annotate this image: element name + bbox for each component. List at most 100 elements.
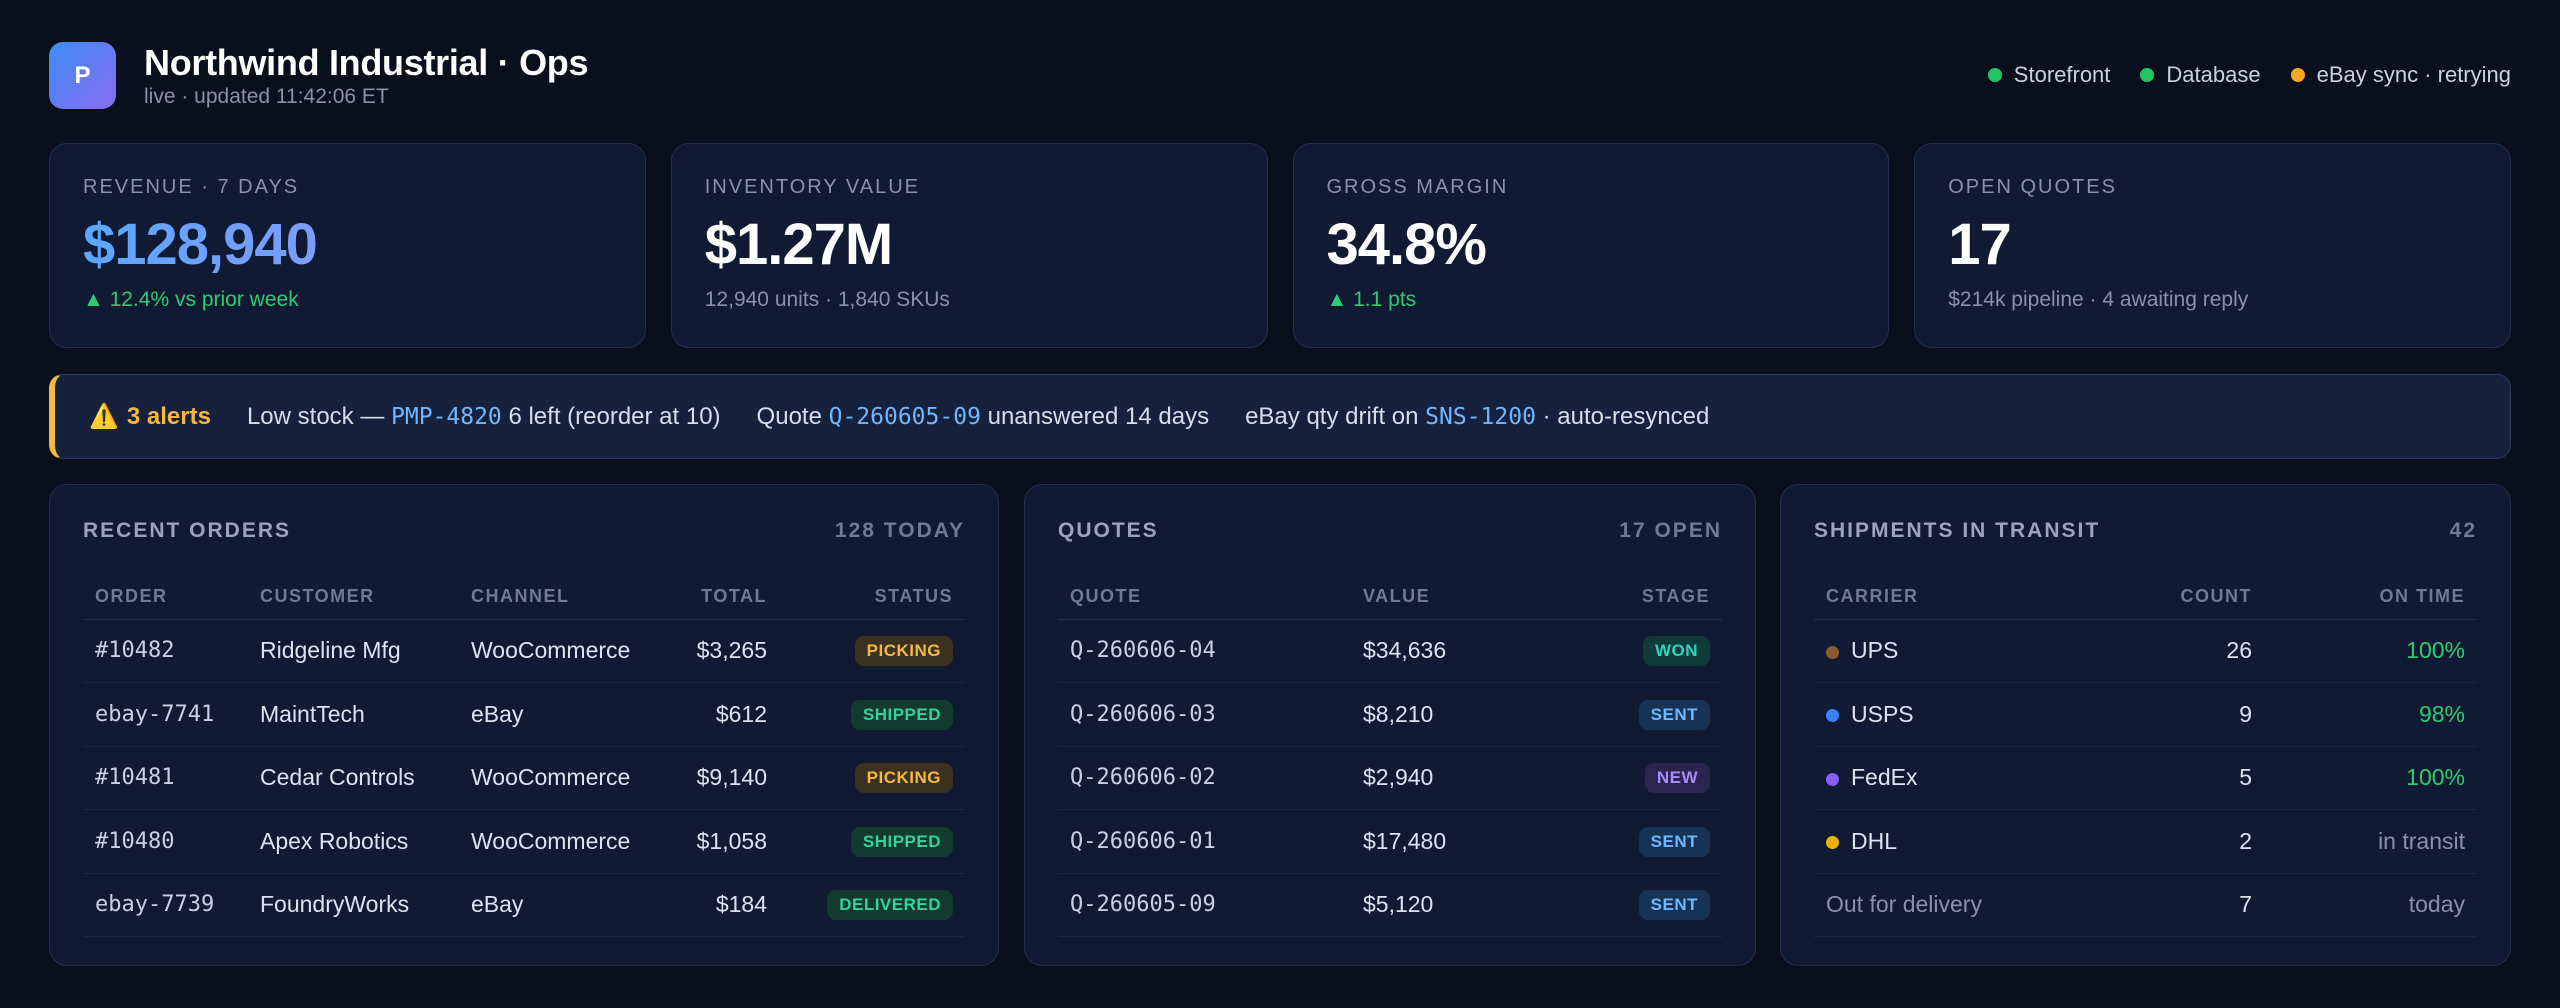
kpi-card-inventory[interactable]: INVENTORY VALUE $1.27M 12,940 units · 1,… (670, 143, 1268, 348)
page-title: Northwind Industrial · Ops (144, 42, 589, 83)
total: $184 (669, 873, 779, 937)
order-id[interactable]: ebay-7739 (83, 873, 248, 937)
order-id[interactable]: ebay-7741 (83, 682, 248, 747)
kpi-card-revenue[interactable]: REVENUE · 7 DAYS $128,940 ▲ 12.4% vs pri… (49, 143, 646, 348)
kpi-sub: $214k pipeline · 4 awaiting reply (1948, 288, 2249, 311)
carrier-dot-icon (1826, 836, 1839, 850)
carrier: DHL (1814, 809, 2134, 874)
status-dot-icon (1987, 68, 2002, 82)
column-header[interactable]: VALUE (1351, 575, 1551, 620)
carrier-name: USPS (1851, 700, 1914, 727)
status-badge: SHIPPED (850, 699, 953, 730)
app-logo: P (49, 42, 116, 109)
order-id[interactable]: #10481 (83, 746, 248, 810)
table-row[interactable]: Q-260606-01 $17,480 SENT (1058, 809, 1722, 874)
column-header[interactable]: CARRIER (1814, 575, 2134, 620)
alert-item: Quote Q-260605-09 unanswered 14 days (757, 403, 1210, 431)
column-header[interactable]: CUSTOMER (248, 575, 459, 620)
total: $3,265 (669, 619, 779, 683)
on-time: 100% (2264, 746, 2477, 810)
panel-title: RECENT ORDERS (83, 519, 292, 542)
page-header: P Northwind Industrial · Ops live · upda… (49, 42, 2511, 112)
table-row[interactable]: Out for delivery 7 today (1814, 873, 2477, 937)
quote-value: $5,120 (1351, 873, 1551, 937)
panel-title: SHIPMENTS IN TRANSIT (1814, 519, 2101, 542)
status-database: Database (2140, 62, 2261, 88)
column-header[interactable]: ORDER (83, 575, 248, 620)
alert-count[interactable]: ⚠️ 3 alerts (89, 402, 211, 431)
total: $1,058 (669, 809, 779, 874)
column-header[interactable]: QUOTE (1058, 575, 1351, 620)
sku-link[interactable]: PMP-4820 (391, 403, 502, 430)
column-header[interactable]: STATUS (779, 575, 965, 620)
quotes-panel: QUOTES 17 OPEN QUOTE VALUE STAGE Q-26060… (1024, 484, 1756, 966)
order-id[interactable]: #10480 (83, 809, 248, 874)
channel: WooCommerce (459, 809, 669, 874)
table-row[interactable]: USPS 9 98% (1814, 682, 2477, 747)
table-row[interactable]: ebay-7739 FoundryWorks eBay $184 DELIVER… (83, 873, 965, 937)
shipment-count: 5 (2134, 746, 2264, 810)
table-row[interactable]: Q-260606-04 $34,636 WON (1058, 619, 1722, 683)
recent-orders-panel: RECENT ORDERS 128 TODAY ORDER CUSTOMER C… (49, 484, 999, 966)
quote-id[interactable]: Q-260606-04 (1058, 619, 1351, 683)
quote-value: $17,480 (1351, 809, 1551, 874)
status-badge: SHIPPED (850, 826, 953, 857)
shipments-table: CARRIER COUNT ON TIME UPS 26 100% USPS 9… (1814, 575, 2477, 937)
table-row[interactable]: Q-260606-03 $8,210 SENT (1058, 682, 1722, 747)
kpi-value: $1.27M (704, 212, 893, 277)
kpi-card-margin[interactable]: GROSS MARGIN 34.8% ▲ 1.1 pts (1292, 143, 1890, 348)
table-row[interactable]: Q-260605-09 $5,120 SENT (1058, 873, 1722, 937)
customer: Apex Robotics (248, 809, 459, 874)
column-header[interactable]: COUNT (2134, 575, 2264, 620)
status-badge: DELIVERED (827, 890, 953, 921)
kpi-row: REVENUE · 7 DAYS $128,940 ▲ 12.4% vs pri… (49, 143, 2511, 348)
status-label: Database (2166, 62, 2261, 87)
quote-id[interactable]: Q-260606-02 (1058, 746, 1351, 810)
quote-id[interactable]: Q-260605-09 (1058, 873, 1351, 937)
channel: eBay (459, 873, 669, 937)
table-row[interactable]: DHL 2 in transit (1814, 809, 2477, 874)
orders-table: ORDER CUSTOMER CHANNEL TOTAL STATUS #104… (83, 575, 965, 937)
on-time: today (2264, 873, 2477, 937)
table-row[interactable]: UPS 26 100% (1814, 619, 2477, 683)
status-storefront: Storefront (1987, 62, 2110, 88)
table-row[interactable]: #10482 Ridgeline Mfg WooCommerce $3,265 … (83, 619, 965, 683)
alert-item: Low stock — PMP-4820 6 left (reorder at … (247, 403, 721, 431)
kpi-label: REVENUE · 7 DAYS (83, 176, 300, 198)
column-header[interactable]: ON TIME (2264, 575, 2477, 620)
carrier-name: Out for delivery (1814, 873, 2134, 937)
stage-badge: SENT (1638, 699, 1710, 730)
shipments-panel: SHIPMENTS IN TRANSIT 42 CARRIER COUNT ON… (1780, 484, 2511, 966)
column-header[interactable]: CHANNEL (459, 575, 669, 620)
table-row[interactable]: FedEx 5 100% (1814, 746, 2477, 810)
customer: Ridgeline Mfg (248, 619, 459, 683)
sku-link[interactable]: SNS-1200 (1425, 403, 1536, 430)
panel-count: 42 (2449, 519, 2477, 542)
kpi-label: INVENTORY VALUE (704, 176, 921, 198)
stage-badge: SENT (1638, 890, 1710, 921)
alert-text: unanswered 14 days (980, 402, 1210, 430)
kpi-label: OPEN QUOTES (1948, 176, 2117, 198)
quote-id[interactable]: Q-260606-01 (1058, 809, 1351, 874)
carrier: FedEx (1814, 746, 2134, 810)
kpi-trend: ▲ 12.4% vs prior week (83, 288, 299, 311)
carrier-name: UPS (1851, 637, 1899, 664)
alert-count-label: 3 alerts (126, 402, 211, 430)
status-badge: PICKING (854, 763, 953, 794)
quote-id[interactable]: Q-260606-03 (1058, 682, 1351, 747)
column-header[interactable]: STAGE (1551, 575, 1722, 620)
kpi-card-quotes[interactable]: OPEN QUOTES 17 $214k pipeline · 4 awaiti… (1914, 143, 2511, 348)
table-row[interactable]: Q-260606-02 $2,940 NEW (1058, 746, 1722, 810)
quote-link[interactable]: Q-260605-09 (828, 403, 981, 430)
table-row[interactable]: #10480 Apex Robotics WooCommerce $1,058 … (83, 809, 965, 874)
panel-count: 17 OPEN (1619, 519, 1722, 542)
order-id[interactable]: #10482 (83, 619, 248, 683)
customer: Cedar Controls (248, 746, 459, 810)
table-row[interactable]: ebay-7741 MaintTech eBay $612 SHIPPED (83, 682, 965, 747)
kpi-trend: ▲ 1.1 pts (1326, 288, 1417, 311)
alert-text: 6 left (reorder at 10) (501, 402, 721, 430)
table-row[interactable]: #10481 Cedar Controls WooCommerce $9,140… (83, 746, 965, 810)
stage-badge: SENT (1638, 826, 1710, 857)
status-badge: PICKING (854, 636, 953, 667)
column-header[interactable]: TOTAL (669, 575, 779, 620)
